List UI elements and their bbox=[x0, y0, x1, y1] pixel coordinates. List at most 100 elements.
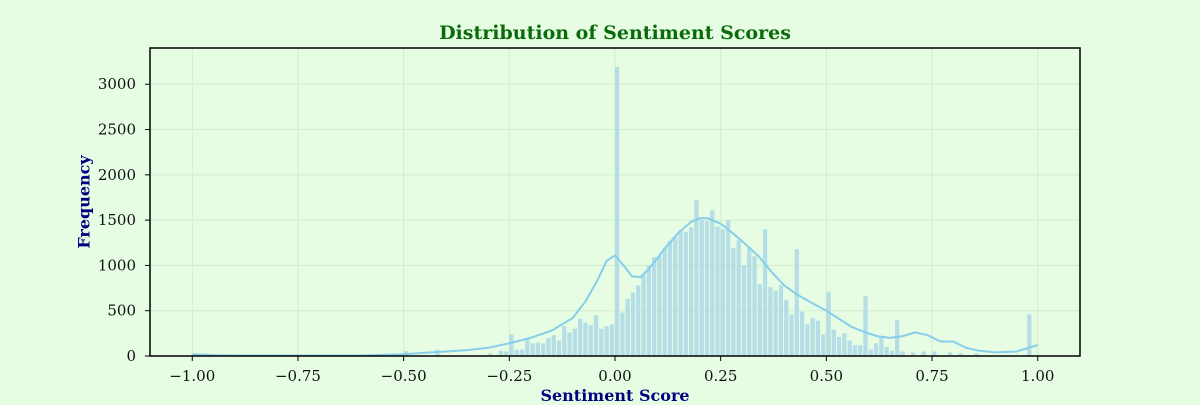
histogram-bar bbox=[768, 287, 773, 356]
histogram-bar bbox=[757, 284, 762, 356]
histogram-bar bbox=[799, 311, 805, 356]
histogram-bar bbox=[921, 351, 926, 356]
y-tick-label: 2000 bbox=[98, 166, 136, 184]
x-tick-label: −0.75 bbox=[275, 367, 321, 385]
histogram-bar bbox=[583, 322, 588, 356]
histogram-bar bbox=[879, 336, 884, 356]
histogram-bar bbox=[519, 349, 525, 356]
histogram-bar bbox=[947, 352, 953, 356]
y-tick-label: 0 bbox=[126, 347, 136, 365]
histogram-bar bbox=[858, 345, 863, 356]
histogram-bar bbox=[789, 314, 794, 356]
histogram-bar bbox=[620, 312, 625, 356]
histogram-bar bbox=[667, 240, 673, 356]
histogram-bar bbox=[641, 274, 646, 356]
histogram-bar bbox=[715, 226, 720, 356]
histogram-bar bbox=[958, 353, 963, 356]
y-tick-label: 1000 bbox=[98, 256, 136, 274]
histogram-bar bbox=[704, 221, 710, 356]
histogram-bar bbox=[836, 336, 842, 356]
kde-curve bbox=[192, 217, 1038, 357]
x-axis-label: Sentiment Score bbox=[540, 386, 690, 405]
histogram-bar bbox=[884, 346, 889, 356]
histogram-bar bbox=[810, 317, 815, 356]
histogram-bar bbox=[1027, 314, 1032, 356]
x-tick-label: −0.50 bbox=[381, 367, 427, 385]
histogram-bars bbox=[192, 67, 1032, 356]
histogram-bar bbox=[815, 320, 821, 356]
histogram-bar bbox=[630, 292, 636, 356]
histogram-bar bbox=[504, 351, 509, 356]
x-tick-label: −1.00 bbox=[169, 367, 215, 385]
histogram-bar bbox=[535, 342, 541, 356]
y-axis-label: Frequency bbox=[74, 155, 94, 249]
histogram-bar bbox=[546, 337, 551, 356]
histogram-bar bbox=[741, 265, 747, 356]
histogram-bar bbox=[514, 349, 519, 356]
histogram-bar bbox=[599, 328, 604, 356]
histogram-bar bbox=[572, 328, 578, 356]
histogram-bar bbox=[731, 248, 736, 356]
histogram-bar bbox=[604, 326, 609, 356]
histogram-bar bbox=[541, 343, 546, 356]
histogram-bar bbox=[889, 350, 895, 356]
histogram-bar bbox=[826, 291, 831, 356]
histogram-bar bbox=[762, 229, 768, 356]
histogram-bar bbox=[773, 290, 778, 356]
histogram-bar bbox=[821, 334, 826, 356]
histogram-bar bbox=[710, 210, 715, 356]
histogram-bar bbox=[747, 247, 752, 356]
histogram-bar bbox=[720, 229, 725, 356]
x-tick-label: 1.00 bbox=[1021, 367, 1054, 385]
histogram-bar bbox=[852, 345, 858, 356]
histogram-bar bbox=[562, 326, 567, 356]
histogram-bar bbox=[615, 67, 620, 356]
histogram-bar bbox=[910, 352, 916, 356]
x-tick-label: 0.00 bbox=[598, 367, 631, 385]
histogram-bar bbox=[683, 231, 688, 356]
histogram-bar bbox=[725, 220, 731, 356]
histogram-bar bbox=[556, 340, 562, 356]
histogram-bar bbox=[651, 257, 657, 356]
chart-title: Distribution of Sentiment Scores bbox=[439, 22, 791, 44]
histogram-bar bbox=[578, 318, 583, 356]
histogram-bar bbox=[863, 296, 868, 356]
histogram-bar bbox=[657, 255, 662, 356]
histogram-bar bbox=[868, 349, 873, 356]
histogram-bar bbox=[530, 343, 535, 356]
histogram-bar bbox=[646, 265, 651, 356]
histogram-bar bbox=[694, 200, 699, 356]
y-axis-ticks: 0 500 1000 1500 2000 2500 3000 bbox=[98, 75, 150, 365]
x-tick-label: 0.25 bbox=[704, 367, 737, 385]
histogram-bar bbox=[974, 353, 979, 356]
x-tick-label: 0.75 bbox=[915, 367, 948, 385]
histogram-bar bbox=[688, 227, 694, 356]
histogram-bar bbox=[498, 350, 504, 356]
histogram-bar bbox=[932, 351, 937, 356]
histogram-bar bbox=[678, 230, 683, 356]
histogram-bar bbox=[509, 334, 514, 356]
histogram-bar bbox=[636, 285, 641, 356]
histogram-bar bbox=[900, 351, 905, 356]
histogram-bar bbox=[847, 340, 852, 356]
histogram-bar bbox=[699, 220, 704, 356]
histogram-bar bbox=[873, 343, 879, 356]
histogram-bar bbox=[736, 240, 741, 356]
histogram-bar bbox=[805, 324, 810, 356]
x-tick-label: −0.25 bbox=[486, 367, 532, 385]
histogram-bar bbox=[784, 299, 789, 356]
y-tick-label: 500 bbox=[107, 302, 136, 320]
histogram-bar bbox=[794, 249, 799, 356]
histogram-bar bbox=[842, 333, 847, 356]
histogram-bar bbox=[567, 332, 572, 356]
histogram-bar bbox=[778, 285, 784, 356]
histogram-bar bbox=[752, 256, 757, 356]
histogram-bar bbox=[593, 315, 599, 356]
histogram-bar bbox=[625, 298, 630, 356]
histogram-bar bbox=[895, 319, 900, 356]
y-tick-label: 3000 bbox=[98, 75, 136, 93]
histogram-bar bbox=[673, 237, 678, 356]
histogram-bar bbox=[831, 329, 836, 356]
x-axis-ticks: −1.00 −0.75 −0.50 −0.25 0.00 0.25 0.50 0.75 1.00 bbox=[169, 356, 1054, 385]
